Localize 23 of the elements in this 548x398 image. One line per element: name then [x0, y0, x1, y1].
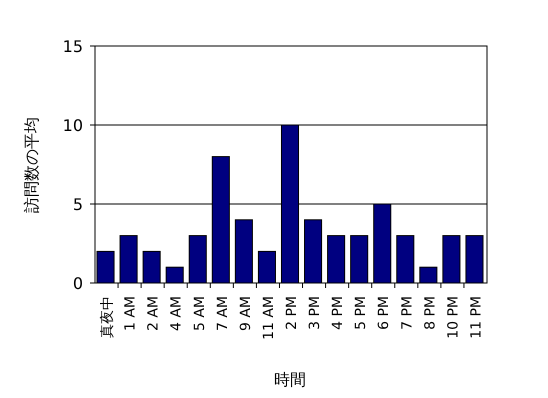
x-tick-label: 11 PM	[468, 296, 484, 339]
y-tick-label: 10	[62, 116, 83, 135]
x-tick-label: 10 PM	[445, 296, 462, 339]
y-axis-title: 訪問数の平均	[22, 117, 41, 213]
x-tick-label: 7 AM	[214, 296, 231, 332]
x-tick-label: 9 AM	[238, 296, 254, 332]
x-tick-label: 2 AM	[146, 296, 162, 332]
x-tick-label: 2 PM	[284, 296, 300, 330]
y-tick-label: 5	[72, 195, 83, 214]
x-tick-label: 4 PM	[330, 296, 346, 330]
x-axis-title: 時間	[274, 370, 306, 389]
x-tick-label: 3 PM	[307, 296, 324, 330]
y-tick-label: 0	[72, 274, 83, 293]
x-tick-label: 6 PM	[376, 296, 392, 330]
x-tick-label: 5 AM	[192, 296, 208, 332]
x-tick-label: 真夜中	[100, 296, 116, 338]
x-tick-label: 1 AM	[122, 296, 139, 332]
x-tick-label: 7 PM	[399, 296, 416, 330]
x-tick-label: 4 AM	[168, 296, 185, 332]
x-tick-label: 8 PM	[422, 296, 438, 330]
x-tick-label: 5 PM	[353, 296, 370, 330]
x-tick-label: 11 AM	[260, 296, 277, 340]
y-tick-label: 15	[62, 37, 83, 56]
